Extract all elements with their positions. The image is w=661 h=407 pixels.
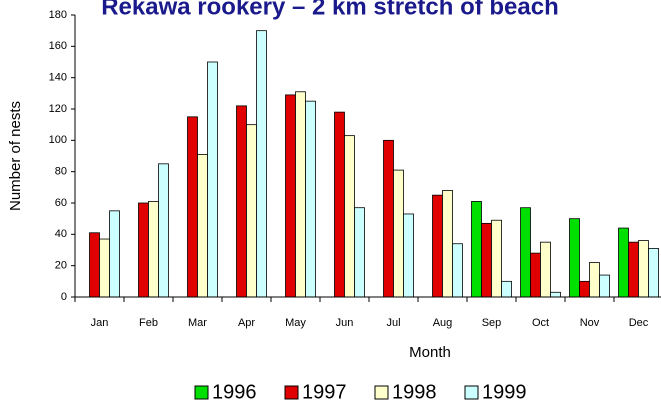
bar [207,61,218,298]
bar [148,201,159,298]
y-tick-label: 180 [49,9,67,21]
legend-label: 1997 [302,381,347,403]
bar [491,219,502,298]
legend-swatch [464,385,479,400]
bar [158,163,169,298]
x-tick-label: Aug [433,317,453,329]
legend-label: 1996 [212,381,257,403]
x-tick-label: May [285,317,306,329]
x-tick-label: Dec [629,317,649,329]
bar [344,135,355,298]
y-tick-label: 120 [49,103,67,115]
legend-swatch [284,385,299,400]
bar [550,291,561,298]
bar [383,139,394,298]
bar [109,210,120,298]
bar [334,111,345,298]
bar [89,232,100,298]
bar [305,100,316,298]
y-axis-label: Number of nests [7,101,24,211]
bar [579,280,590,298]
x-tick-label: Mar [188,317,207,329]
bar [295,91,306,298]
bar [442,190,453,298]
x-tick-label: Nov [580,317,600,329]
bar [236,105,247,298]
legend-label: 1999 [482,381,527,403]
y-tick-label: 100 [49,134,67,146]
legend-swatch [374,385,389,400]
bar [432,194,443,298]
bar [540,241,551,298]
bar [569,218,580,298]
y-tick-label: 60 [55,197,67,209]
bar [481,222,492,298]
bar [638,240,649,298]
bar [501,280,512,298]
bar [628,241,639,298]
bar [599,274,610,298]
y-tick-label: 160 [49,40,67,52]
bar [246,124,257,298]
bar [403,213,414,298]
bar [648,248,659,298]
x-tick-label: Oct [532,317,549,329]
legend-label: 1998 [392,381,437,403]
x-axis-label: Month [409,344,451,361]
y-tick-label: 40 [55,228,67,240]
bar [530,252,541,298]
y-tick-label: 0 [61,291,67,303]
bar [520,207,531,298]
x-tick-label: Jan [91,317,109,329]
bar [452,243,463,298]
x-tick-label: Jun [336,317,354,329]
bar [99,238,110,298]
bar [256,30,267,298]
bar [618,227,629,298]
x-tick-label: Sep [482,317,502,329]
legend-swatch [194,385,209,400]
bar [187,116,198,298]
y-tick-label: 140 [49,72,67,84]
bar [589,262,600,298]
x-tick-label: Jul [386,317,400,329]
bar [354,207,365,298]
y-tick-label: 20 [55,260,67,272]
chart-title: Rekawa rookery – 2 km stretch of beach [101,0,559,20]
bar [471,201,482,298]
x-tick-label: Apr [238,317,255,329]
bar [197,154,208,298]
bar [138,202,149,298]
y-tick-label: 80 [55,166,67,178]
bar [393,169,404,298]
bar [285,94,296,298]
x-tick-label: Feb [139,317,158,329]
